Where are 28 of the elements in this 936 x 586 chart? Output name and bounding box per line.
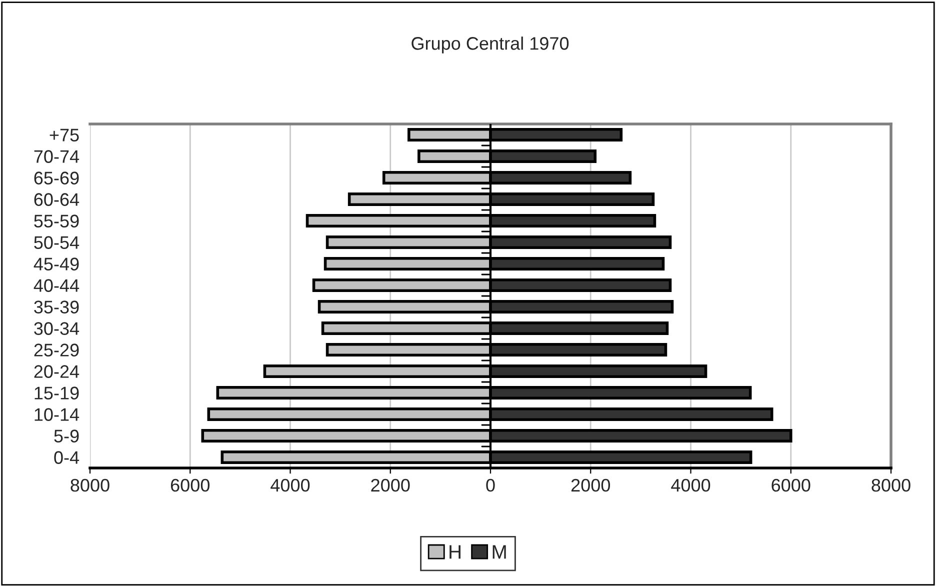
- y-tick-label: 45-49: [34, 258, 79, 270]
- y-tick-label: +75: [50, 128, 79, 142]
- y-tick-label: 35-39: [34, 300, 79, 314]
- y-tick-label: 65-69: [34, 172, 79, 184]
- y-tick-label: 55-59: [34, 214, 79, 228]
- x-tick-label: 6000: [772, 478, 810, 492]
- y-tick-label: 25-29: [34, 344, 79, 356]
- x-tick-label: 8000: [872, 478, 910, 492]
- y-tick-label: 0-4: [54, 451, 80, 464]
- y-tick-label: 10-14: [34, 408, 80, 421]
- x-tick-label: 2000: [571, 478, 610, 492]
- legend-label: H: [450, 545, 460, 559]
- x-tick-label: 6000: [170, 478, 210, 492]
- chart-title: Grupo Central 1970: [412, 36, 569, 54]
- y-tick-label: 30-34: [34, 322, 80, 335]
- x-tick-label: 0: [486, 478, 495, 492]
- x-tick-label: 2000: [371, 478, 410, 492]
- x-tick-label: 4000: [671, 478, 710, 492]
- legend-label: M: [492, 545, 506, 559]
- y-tick-label: 50-54: [34, 236, 80, 249]
- y-tick-label: 70-74: [34, 150, 80, 163]
- y-tick-label: 20-24: [34, 365, 80, 378]
- y-tick-label: 40-44: [34, 279, 80, 292]
- y-tick-label: 15-19: [34, 386, 79, 400]
- x-tick-label: 8000: [70, 478, 110, 492]
- y-tick-label: 60-64: [34, 193, 80, 206]
- y-tick-label: 5-9: [54, 430, 79, 442]
- x-tick-label: 4000: [270, 478, 310, 492]
